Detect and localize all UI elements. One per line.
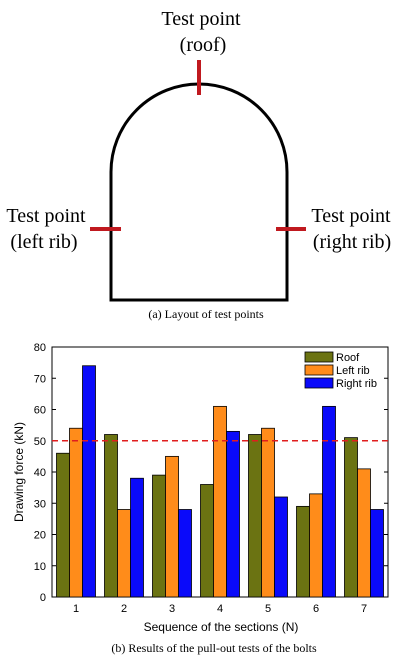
y-tick-label: 40 — [34, 467, 46, 479]
bar-right-rib-2 — [130, 477, 144, 598]
bar-right-rib-4 — [226, 430, 240, 598]
bar-roof-4 — [200, 484, 214, 598]
y-axis-title: Drawing force (kN) — [12, 422, 26, 522]
bar-left-rib-7 — [357, 468, 371, 598]
roof-label-line1: Test point — [161, 8, 241, 30]
x-tick-label: 2 — [121, 603, 127, 615]
chart-caption: (b) Results of the pull-out tests of the… — [111, 641, 317, 655]
x-tick-label: 5 — [265, 603, 271, 615]
bar-left-rib-1 — [69, 427, 83, 598]
y-tick-label: 80 — [34, 342, 46, 354]
chart-bars — [56, 365, 384, 598]
legend-label-roof: Roof — [336, 352, 360, 364]
roof-label-line2: (roof) — [180, 34, 227, 56]
bar-roof-1 — [56, 452, 70, 598]
left-rib-label-line2: (left rib) — [10, 231, 77, 253]
legend-swatch-roof — [304, 351, 334, 363]
plot-frame — [51, 346, 389, 598]
legend-label-left-rib: Left rib — [336, 365, 370, 377]
bar-left-rib-2 — [117, 509, 131, 598]
y-tick-label: 50 — [34, 436, 46, 448]
bar-right-rib-1 — [82, 365, 96, 598]
bar-roof-5 — [248, 434, 262, 598]
bar-right-rib-3 — [178, 509, 192, 598]
bar-roof-3 — [152, 474, 166, 598]
legend-swatch-left-rib — [304, 364, 334, 376]
layout-caption: (a) Layout of test points — [148, 307, 264, 321]
y-tick-label: 10 — [34, 561, 46, 573]
chart-axes: 0 10 20 30 40 50 60 70 80 1 2 3 4 5 6 7 — [34, 342, 389, 615]
x-tick-label: 6 — [313, 603, 319, 615]
y-tick-label: 70 — [34, 373, 46, 385]
bar-roof-6 — [296, 505, 310, 598]
bar-roof-7 — [344, 437, 358, 598]
y-tick-label: 0 — [40, 592, 46, 604]
x-tick-label: 3 — [169, 603, 175, 615]
test-point-layout-diagram: Test point (roof) Test point (left rib) … — [6, 8, 391, 321]
y-tick-label: 20 — [34, 530, 46, 542]
bar-right-rib-7 — [370, 509, 384, 598]
tunnel-outline — [109, 82, 289, 302]
y-tick-label: 30 — [34, 498, 46, 510]
bar-left-rib-5 — [261, 427, 275, 598]
x-tick-label: 1 — [73, 603, 79, 615]
left-rib-label-line1: Test point — [6, 205, 86, 227]
x-tick-label: 4 — [217, 603, 223, 615]
bar-roof-2 — [104, 434, 118, 598]
bar-left-rib-6 — [309, 493, 323, 598]
bar-right-rib-6 — [322, 405, 336, 598]
right-rib-label-line1: Test point — [311, 205, 391, 227]
right-rib-label-line2: (right rib) — [313, 231, 391, 253]
legend-label-right-rib: Right rib — [336, 378, 377, 390]
x-tick-label: 7 — [361, 603, 367, 615]
y-tick-label: 60 — [34, 405, 46, 417]
bar-left-rib-3 — [165, 455, 179, 598]
bar-right-rib-5 — [274, 496, 288, 598]
x-axis-title: Sequence of the sections (N) — [144, 620, 299, 634]
legend-swatch-right-rib — [304, 377, 334, 389]
bar-left-rib-4 — [213, 405, 227, 598]
